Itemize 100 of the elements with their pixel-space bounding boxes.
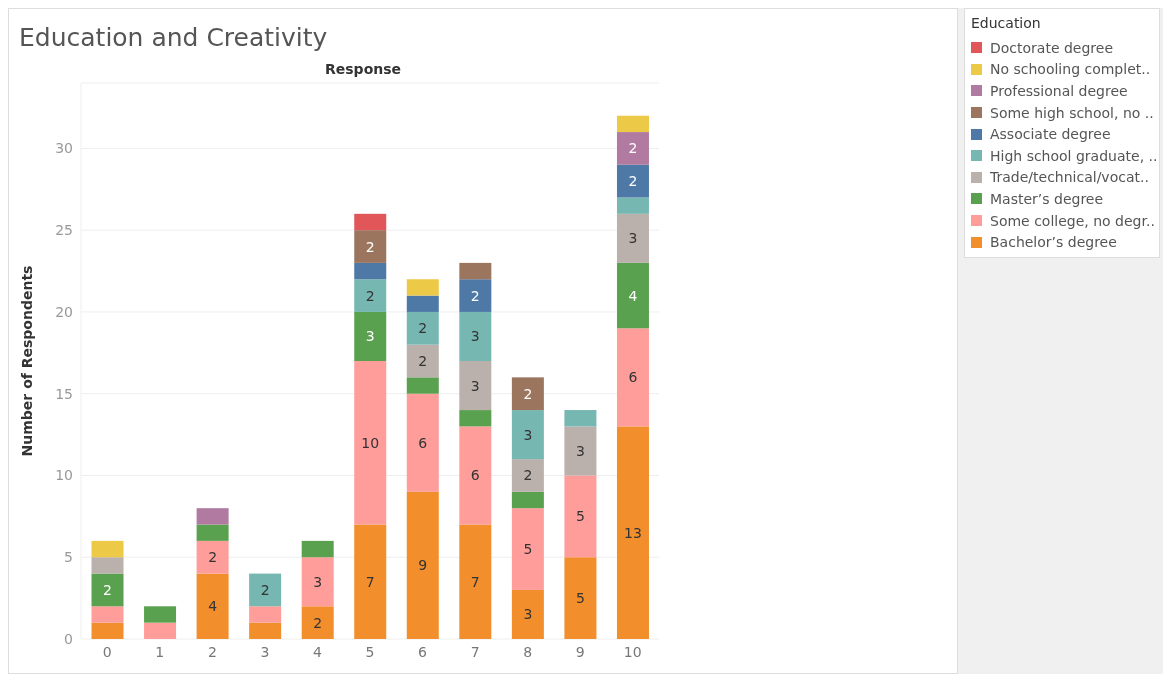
bar xyxy=(91,557,124,574)
bar xyxy=(406,393,439,492)
bar xyxy=(354,279,387,312)
legend-label: Some college, no degr.. xyxy=(990,212,1155,229)
data-label: 5 xyxy=(575,508,585,525)
x-tick-label: 9 xyxy=(575,643,585,660)
x-tick-label: 5 xyxy=(365,643,375,660)
bar xyxy=(511,508,544,590)
data-label: 3 xyxy=(523,426,533,443)
x-tick-label: 3 xyxy=(260,643,270,660)
x-tick-label: 4 xyxy=(312,643,322,660)
y-axis-title: Number of Respondents xyxy=(18,265,35,457)
y-tick-label: 25 xyxy=(55,222,73,239)
data-label: 7 xyxy=(470,573,480,590)
x-tick-label: 7 xyxy=(470,643,480,660)
bar xyxy=(301,557,334,607)
bar xyxy=(511,491,544,509)
y-tick-label: 30 xyxy=(55,140,73,157)
data-label: 7 xyxy=(365,573,375,590)
bar xyxy=(354,361,387,525)
bar xyxy=(301,606,334,639)
bar xyxy=(406,491,439,639)
legend-label: Professional degree xyxy=(990,82,1128,99)
x-tick-label: 6 xyxy=(418,643,428,660)
bar xyxy=(406,295,439,312)
data-label: 2 xyxy=(313,614,323,631)
data-label: 2 xyxy=(365,287,375,304)
chart-title: Education and Creativity xyxy=(19,23,328,52)
bar xyxy=(459,361,492,411)
legend-label: Bachelor’s degree xyxy=(990,234,1117,251)
data-label: 2 xyxy=(365,238,375,255)
data-label: 2 xyxy=(628,173,638,190)
y-tick-label: 10 xyxy=(55,467,73,484)
legend-label: Trade/technical/vocat.. xyxy=(990,169,1149,186)
legend-label: Some high school, no .. xyxy=(990,104,1154,121)
data-label: 2 xyxy=(260,581,270,598)
legend-title: Education xyxy=(971,15,1042,31)
bar xyxy=(406,279,439,296)
legend-label: No schooling complet.. xyxy=(990,61,1151,78)
bar xyxy=(616,197,649,214)
bar xyxy=(91,606,124,623)
data-label: 3 xyxy=(313,573,323,590)
data-label: 2 xyxy=(418,353,428,369)
y-tick-label: 15 xyxy=(55,385,73,402)
data-label: 3 xyxy=(470,328,480,345)
bar xyxy=(511,377,544,411)
x-tick-label: 2 xyxy=(207,643,217,660)
bar xyxy=(564,410,597,427)
bar xyxy=(196,573,229,639)
data-label: 3 xyxy=(365,328,375,345)
bar xyxy=(91,622,124,639)
bar xyxy=(249,606,282,623)
data-label: 5 xyxy=(575,590,585,607)
data-label: 4 xyxy=(208,598,218,615)
data-label: 13 xyxy=(624,524,642,541)
bar xyxy=(564,557,597,639)
bar xyxy=(459,311,492,361)
x-tick-label: 1 xyxy=(155,643,165,660)
bar xyxy=(616,132,649,165)
bar xyxy=(196,524,229,541)
legend-label: Master’s degree xyxy=(990,190,1104,207)
bar xyxy=(354,230,387,263)
bar xyxy=(616,262,649,329)
bar xyxy=(459,524,492,639)
data-label: 2 xyxy=(208,549,218,566)
data-label: 6 xyxy=(418,434,428,451)
y-tick-label: 5 xyxy=(64,549,73,566)
bar xyxy=(564,426,597,476)
data-label: 3 xyxy=(575,442,585,459)
data-label: 2 xyxy=(523,385,533,402)
bar xyxy=(616,115,649,133)
bar xyxy=(354,524,387,639)
data-label: 3 xyxy=(523,606,533,623)
bar xyxy=(91,540,124,558)
bar xyxy=(196,540,229,574)
bar xyxy=(91,573,124,607)
bar xyxy=(511,459,544,492)
data-label: 4 xyxy=(628,287,638,304)
data-label: 5 xyxy=(523,541,533,558)
data-label: 3 xyxy=(628,230,638,247)
bar xyxy=(459,279,492,312)
legend-label: Doctorate degree xyxy=(990,39,1114,56)
bar xyxy=(511,589,544,639)
bar xyxy=(406,377,439,394)
bar xyxy=(616,328,649,427)
data-label: 6 xyxy=(470,467,480,484)
data-label: 2 xyxy=(418,320,428,337)
data-label: 2 xyxy=(628,140,638,157)
bar xyxy=(616,213,649,263)
data-label: 6 xyxy=(628,369,638,386)
bar xyxy=(301,540,334,558)
y-tick-label: 20 xyxy=(55,303,73,320)
bar xyxy=(616,426,649,639)
data-label: 3 xyxy=(470,377,480,394)
bar xyxy=(354,311,387,361)
bar xyxy=(459,410,492,427)
x-tick-label: 0 xyxy=(102,643,112,660)
y-tick-label: 0 xyxy=(64,630,73,647)
bar xyxy=(196,508,229,525)
bar xyxy=(144,606,177,623)
